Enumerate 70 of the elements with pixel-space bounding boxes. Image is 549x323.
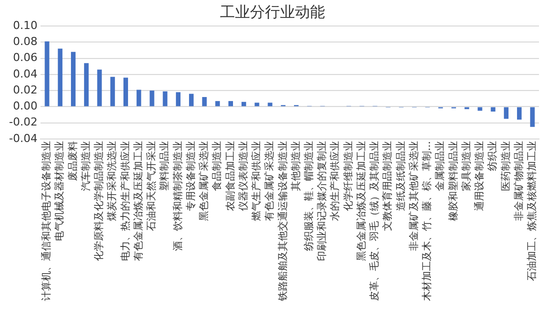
bar [44, 41, 50, 106]
bar [254, 102, 260, 106]
x-tick-label: 印刷业和记录媒介的复制业 [316, 141, 328, 261]
x-tick-label: 非金属矿物制品业 [512, 141, 525, 221]
y-tick-label: 0.04 [12, 67, 38, 80]
x-tick-label: 通用设备制造业 [474, 141, 486, 211]
bar [84, 63, 89, 106]
x-tick-label: 文教体育用品制造业 [382, 141, 394, 231]
bar [176, 92, 181, 106]
x-tick-label: 家具制造业 [460, 141, 472, 191]
bar [97, 70, 102, 106]
y-tick-label: 0.06 [12, 51, 38, 64]
x-tick-label: 造纸及纸制品业 [394, 141, 407, 211]
bar [215, 101, 220, 106]
bar [242, 102, 246, 106]
x-tick-label: 纺织服装、鞋、帽制造业 [303, 141, 316, 251]
x-tick-label: 废品废料 [66, 141, 79, 181]
bar [162, 91, 168, 106]
bar [202, 97, 207, 106]
x-tick-label: 化学纤维制造业 [342, 141, 354, 211]
bar [58, 48, 62, 106]
x-tick-label: 橡胶和塑料制品业 [447, 141, 460, 221]
y-tick-label: -0.04 [8, 132, 38, 145]
x-tick-label: 石油和天然气开采业 [146, 141, 158, 231]
x-tick-label: 有色金属冶炼及压延加工业 [132, 141, 144, 261]
x-tick-label: 农副食品加工业 [224, 141, 236, 211]
bar [136, 90, 142, 106]
bar [150, 90, 154, 106]
bar [478, 107, 482, 111]
x-tick-label: 黑色金属冶炼及压延加工业 [355, 141, 368, 261]
bar [110, 76, 115, 106]
bar [70, 52, 76, 106]
x-tick-label: 酒、饮料和精制茶制造业 [172, 141, 184, 251]
x-tick-label: 电气机械及器材制造业 [54, 141, 66, 241]
x-tick-label: 有色金属矿采选业 [264, 141, 276, 221]
x-tick-label: 纺织业 [486, 141, 499, 171]
bar [490, 107, 496, 112]
bar [228, 101, 233, 106]
x-tick-label: 其他制造业 [290, 141, 302, 191]
x-tick-label: 燃气生产和供应业 [250, 141, 263, 221]
x-tick-label: 塑料制品业 [158, 141, 171, 191]
x-tick-label: 电力、热力的生产和供应业 [119, 141, 132, 261]
bar [504, 107, 508, 119]
y-tick-label: 0.02 [12, 83, 38, 96]
y-tick-label: 0.10 [12, 18, 38, 32]
y-tick-label: 0.08 [12, 35, 38, 48]
x-tick-label: 计算机、通信和其他电子设备制造业 [40, 141, 53, 301]
x-tick-label: 金属制品业 [434, 141, 446, 191]
bar [123, 78, 128, 106]
x-tick-label: 煤炭开采和洗选业 [106, 141, 118, 221]
x-tick-label: 木材加工及木、竹、藤、棕、草制… [421, 141, 434, 301]
x-tick-label: 专用设备制造业 [184, 141, 197, 211]
chart-title: 工业分行业动能 [220, 2, 325, 21]
x-tick-label: 医药制造业 [500, 141, 512, 191]
x-tick-label: 皮革、毛皮、羽毛（绒）及其制品业 [368, 141, 381, 301]
y-tick-label: -0.02 [8, 116, 38, 129]
bar [268, 102, 272, 106]
x-tick-label: 石油加工、炼焦及核燃料加工业 [526, 141, 538, 281]
x-tick-label: 化学原料及化学制品制造业 [93, 141, 106, 261]
bar [517, 107, 522, 120]
x-tick-label: 食品制造业 [211, 141, 224, 191]
x-tick-label: 仪器仪表制造业 [237, 141, 250, 211]
bar [189, 94, 194, 106]
bar [530, 107, 535, 127]
x-tick-label: 汽车制造业 [80, 141, 92, 191]
y-tick-label: 0.00 [12, 100, 38, 113]
x-tick-label: 非金属矿及其他矿采选业 [408, 141, 420, 251]
x-tick-label: 黑色金属矿采选业 [198, 141, 210, 221]
x-tick-label: 铁路船舶及其他交通运输设备制造业 [276, 141, 289, 302]
x-tick-label: 水的生产和供应业 [329, 141, 342, 221]
